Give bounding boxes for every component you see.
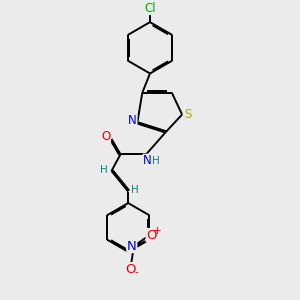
Text: O: O [125,263,135,276]
Text: -: - [135,268,138,278]
Text: O: O [101,130,110,143]
Text: H: H [131,185,139,195]
Text: Cl: Cl [144,2,156,14]
Text: +: + [153,226,162,236]
Text: H: H [100,165,108,175]
Text: S: S [184,108,191,121]
Text: N: N [143,154,152,167]
Text: N: N [128,114,137,128]
Text: O: O [146,229,157,242]
Text: H: H [152,157,160,166]
Text: N: N [127,240,137,253]
